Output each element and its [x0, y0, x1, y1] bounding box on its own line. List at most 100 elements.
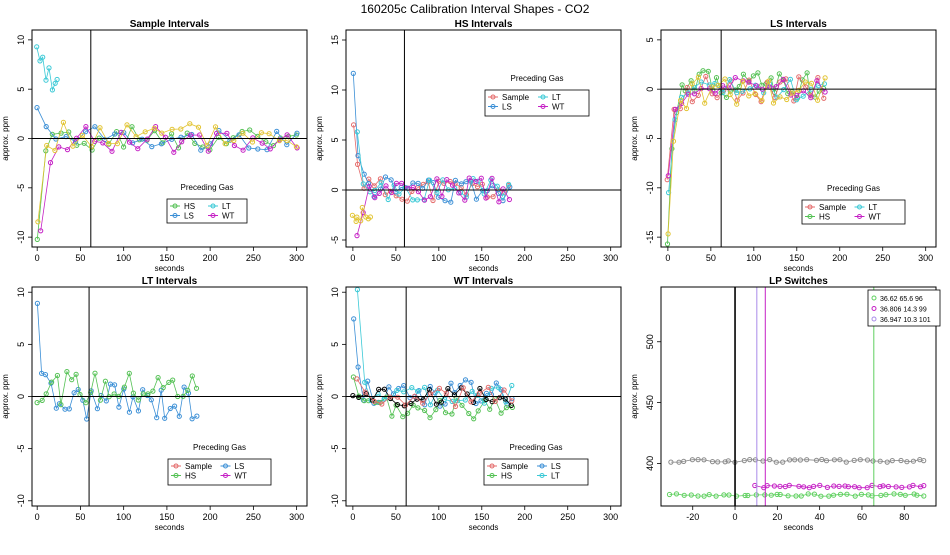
data-point-hs — [696, 71, 702, 77]
x-tick-label: 0 — [350, 253, 355, 263]
data-point-hs — [449, 411, 455, 417]
x-tick-label: 150 — [474, 512, 489, 522]
data-point-wt — [47, 160, 54, 166]
x-axis-label: seconds — [784, 523, 814, 532]
data-point-lt — [734, 90, 740, 96]
data-point-wt — [126, 139, 133, 145]
data-point-sample — [354, 376, 360, 382]
data-point-wt — [449, 182, 456, 188]
y-tick-label: 0 — [645, 87, 655, 92]
data-point-wt — [434, 176, 440, 182]
data-point-green_lp — [897, 491, 903, 497]
data-point-yellow — [249, 139, 256, 145]
data-point-ls — [189, 416, 195, 422]
legend-marker — [871, 316, 877, 322]
x-tick-label: 20 — [772, 512, 782, 522]
legend-marker — [223, 463, 228, 469]
data-point-lt — [427, 402, 433, 408]
data-point-yellow — [689, 81, 695, 87]
data-point-magenta_lp — [817, 482, 823, 488]
data-point-hs — [755, 70, 761, 76]
data-point-ls — [149, 144, 155, 150]
data-point-gray — [668, 459, 674, 465]
y-axis-label: approx. ppm — [315, 374, 324, 419]
data-point-magenta_lp — [824, 484, 831, 490]
data-point-gray — [823, 458, 830, 464]
legend-box — [484, 89, 590, 117]
data-point-wt — [372, 195, 378, 201]
data-point-wt — [64, 147, 71, 153]
data-point-hs — [216, 134, 222, 140]
data-point-magenta_lp — [852, 484, 858, 490]
legend-marker — [172, 203, 178, 209]
data-point-yellow — [52, 147, 58, 154]
data-point-ls — [92, 124, 98, 130]
data-point-yellow — [790, 90, 796, 96]
data-point-lt — [469, 388, 475, 394]
legend-label: LT — [552, 93, 561, 102]
data-point-hs — [150, 388, 156, 394]
data-point-lt — [46, 65, 52, 71]
data-point-wt — [83, 124, 89, 130]
x-tick-label: 200 — [203, 253, 218, 263]
data-point-green_lp — [844, 491, 850, 497]
chart-title: LT Intervals — [142, 276, 198, 287]
data-point-ls — [468, 379, 474, 385]
chart-title: HS Intervals — [455, 19, 513, 30]
data-point-hs — [466, 410, 472, 417]
plot-frame — [345, 286, 622, 507]
data-point-yellow — [142, 129, 148, 135]
data-point-hs — [34, 236, 40, 242]
data-point-ls — [355, 364, 361, 370]
data-point-wt — [489, 175, 495, 181]
data-point-yellow — [159, 130, 165, 136]
data-point-ls — [43, 124, 49, 130]
data-point-wt — [240, 147, 246, 153]
data-point-hs — [247, 127, 253, 133]
data-point-green_lp — [688, 492, 694, 498]
data-point-hs — [83, 400, 89, 406]
data-point-yellow — [722, 76, 728, 82]
data-point-hs — [58, 402, 64, 408]
x-tick-label: 300 — [289, 512, 304, 522]
y-tick-label: -10 — [330, 494, 340, 507]
data-point-yellow — [367, 214, 373, 220]
data-point-sample — [362, 389, 368, 395]
data-point-gray — [864, 457, 871, 463]
legend-marker — [490, 94, 496, 100]
data-point-yellow — [770, 100, 777, 106]
data-point-wt — [100, 140, 106, 146]
data-point-wt — [483, 195, 489, 201]
data-point-green_lp — [726, 492, 732, 498]
data-point-ls — [415, 180, 421, 186]
data-point-green_lp — [911, 491, 917, 497]
data-point-sample — [703, 73, 709, 80]
data-point-hs — [503, 405, 509, 411]
data-point-magenta_lp — [777, 483, 783, 489]
data-point-wt — [109, 148, 115, 154]
data-point-wt — [478, 175, 484, 181]
data-point-magenta_lp — [899, 484, 905, 490]
data-point-yellow — [204, 142, 210, 148]
chart-title: Sample Intervals — [130, 19, 210, 30]
data-point-gray — [819, 456, 825, 463]
data-point-wt — [171, 149, 177, 155]
data-point-yellow — [777, 94, 783, 100]
data-point-ls — [94, 406, 101, 412]
data-point-ls — [158, 141, 164, 147]
data-point-wt — [56, 144, 62, 150]
series-line-gray — [670, 459, 924, 463]
x-tick-label: 100 — [431, 253, 446, 263]
data-point-wt — [466, 175, 472, 181]
x-tick-label: 0 — [350, 512, 355, 522]
data-point-black — [381, 386, 387, 392]
data-point-yellow — [354, 214, 360, 220]
data-point-sample — [501, 387, 507, 393]
y-tick-label: 10 — [16, 287, 26, 297]
legend-label: LS — [551, 462, 561, 471]
data-point-wt — [162, 134, 168, 140]
data-point-yellow — [784, 96, 790, 103]
data-point-sample — [492, 398, 498, 404]
data-point-yellow — [665, 231, 671, 237]
data-point-ls — [463, 179, 469, 185]
